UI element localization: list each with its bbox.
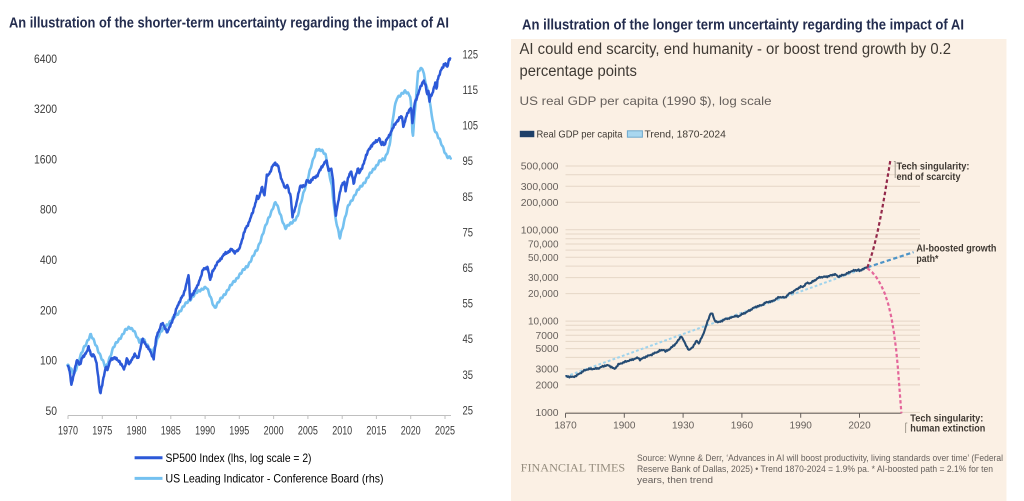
svg-text:years, then trend: years, then trend [637,475,713,486]
svg-text:1970: 1970 [58,423,78,437]
svg-text:1985: 1985 [161,423,181,437]
svg-text:125: 125 [463,47,479,61]
svg-text:10,000: 10,000 [528,316,559,328]
svg-text:35: 35 [463,368,474,382]
svg-text:2005: 2005 [298,423,318,437]
svg-text:1600: 1600 [34,152,57,166]
svg-text:7000: 7000 [536,330,559,342]
svg-text:105: 105 [463,119,479,133]
svg-text:75: 75 [463,225,474,239]
svg-text:FINANCIAL TIMES: FINANCIAL TIMES [521,463,626,475]
svg-text:1930: 1930 [672,420,694,432]
svg-text:3200: 3200 [34,102,57,116]
svg-text:Reserve Bank of Dallas, 2025): Reserve Bank of Dallas, 2025) • Trend 18… [637,464,993,475]
svg-text:95: 95 [463,154,474,168]
svg-text:2015: 2015 [366,423,386,437]
svg-text:SP500 Index (lhs, log scale =: SP500 Index (lhs, log scale = 2) [166,451,312,465]
svg-text:500,000: 500,000 [521,161,559,173]
svg-text:end of scarcity: end of scarcity [897,172,961,183]
svg-text:400: 400 [40,253,57,267]
svg-text:5000: 5000 [536,343,559,355]
svg-text:human extinction: human extinction [910,424,985,435]
svg-text:85: 85 [463,190,474,204]
svg-text:1900: 1900 [613,420,635,432]
svg-text:50: 50 [46,404,58,418]
svg-text:55: 55 [463,297,474,311]
svg-text:2000: 2000 [536,380,559,392]
svg-text:1995: 1995 [229,423,249,437]
svg-text:1000: 1000 [536,407,559,419]
svg-text:1980: 1980 [127,423,147,437]
svg-text:US real GDP per capita (1990 $: US real GDP per capita (1990 $), log sca… [520,94,772,108]
svg-text:100: 100 [40,354,57,368]
svg-text:Tech singularity:: Tech singularity: [897,161,970,172]
svg-text:3000: 3000 [536,364,559,376]
svg-text:115: 115 [463,83,479,97]
svg-text:50,000: 50,000 [528,252,559,264]
svg-text:300,000: 300,000 [521,181,559,193]
svg-text:1975: 1975 [92,423,112,437]
svg-text:1990: 1990 [790,420,812,432]
svg-text:2000: 2000 [264,423,284,437]
svg-text:2010: 2010 [332,423,352,437]
svg-text:Trend, 1870-2024: Trend, 1870-2024 [645,129,726,141]
svg-text:45: 45 [463,332,474,346]
svg-text:US Leading Indicator - Confere: US Leading Indicator - Conference Board … [166,472,384,486]
svg-text:AI could end scarcity, end hum: AI could end scarcity, end humanity - or… [520,41,952,58]
svg-text:An illustration of the shorter: An illustration of the shorter-term unce… [9,15,449,32]
svg-text:1960: 1960 [731,420,753,432]
svg-text:30,000: 30,000 [528,272,559,284]
svg-text:70,000: 70,000 [528,239,559,251]
svg-text:Real GDP per capita: Real GDP per capita [537,129,623,141]
svg-text:percentage points: percentage points [520,63,638,80]
svg-text:100,000: 100,000 [521,224,559,236]
svg-text:Tech singularity:: Tech singularity: [910,413,983,424]
svg-text:2025: 2025 [435,423,455,437]
svg-text:25: 25 [463,403,474,417]
svg-text:800: 800 [40,203,57,217]
svg-text:1870: 1870 [554,420,576,432]
svg-text:An illustration of the longer: An illustration of the longer term uncer… [522,17,964,34]
svg-text:AI-boosted growth: AI-boosted growth [916,243,996,254]
svg-text:65: 65 [463,261,474,275]
svg-text:Source: Wynne & Derr, ‘Advance: Source: Wynne & Derr, ‘Advances in AI wi… [637,453,1003,464]
svg-text:2020: 2020 [848,420,870,432]
svg-text:path*: path* [916,254,938,265]
svg-text:200: 200 [40,303,57,317]
svg-text:6400: 6400 [34,52,57,66]
svg-text:20,000: 20,000 [528,288,559,300]
svg-text:2020: 2020 [401,423,421,437]
svg-text:1990: 1990 [195,423,215,437]
svg-text:200,000: 200,000 [521,197,559,209]
